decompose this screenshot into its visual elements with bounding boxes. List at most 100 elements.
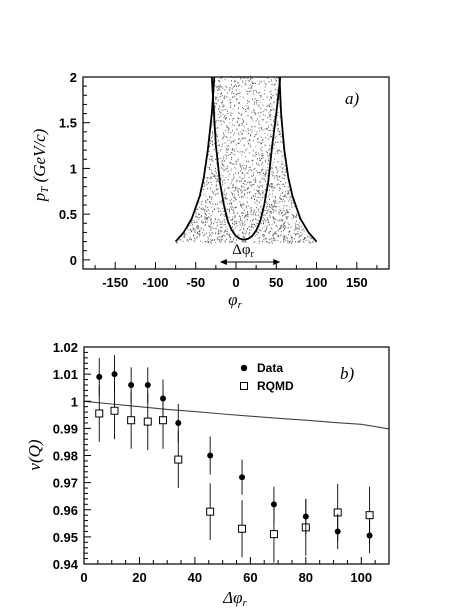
scatter-point: [281, 220, 283, 222]
scatter-point: [256, 100, 258, 102]
scatter-point: [290, 196, 292, 198]
scatter-point: [274, 137, 276, 139]
scatter-point: [206, 214, 208, 216]
scatter-point: [300, 239, 301, 241]
scatter-point: [241, 239, 243, 241]
scatter-point: [303, 230, 305, 232]
scatter-point: [231, 241, 233, 243]
scatter-point: [242, 96, 244, 98]
scatter-point: [293, 215, 295, 217]
scatter-point: [245, 77, 247, 79]
scatter-point: [238, 171, 239, 173]
scatter-point: [209, 167, 210, 169]
scatter-point: [244, 175, 246, 177]
scatter-point: [210, 176, 212, 178]
scatter-point: [262, 162, 264, 164]
panel-label-a: a): [345, 89, 360, 108]
scatter-point: [263, 236, 265, 238]
scatter-point: [212, 210, 214, 212]
scatter-point: [290, 240, 292, 242]
scatter-point: [286, 209, 287, 211]
scatter-point: [241, 133, 243, 136]
scatter-point: [272, 175, 274, 177]
scatter-point: [287, 222, 289, 224]
scatter-point: [239, 102, 240, 104]
scatter-point: [215, 85, 217, 87]
scatter-point: [268, 224, 270, 226]
scatter-point: [289, 230, 291, 232]
scatter-point: [259, 173, 261, 176]
scatter-point: [258, 208, 260, 210]
scatter-point: [262, 138, 264, 140]
scatter-point: [254, 177, 256, 179]
scatter-point: [290, 236, 292, 238]
scatter-point: [275, 239, 277, 241]
scatter-point: [227, 110, 229, 112]
scatter-point: [252, 195, 254, 197]
scatter-point: [287, 193, 289, 195]
scatter-point: [304, 238, 305, 240]
scatter-point: [221, 235, 223, 238]
scatter-point: [236, 85, 238, 87]
scatter-point: [266, 212, 267, 214]
scatter-point: [233, 211, 235, 213]
scatter-point: [244, 83, 246, 85]
scatter-point: [238, 132, 239, 134]
scatter-point: [290, 237, 292, 239]
scatter-point: [196, 227, 198, 229]
scatter-point: [254, 112, 256, 114]
scatter-point: [264, 132, 266, 134]
scatter-point: [218, 210, 220, 212]
scatter-point: [271, 173, 273, 175]
scatter-point: [217, 175, 219, 177]
scatter-point: [176, 242, 178, 244]
scatter-point: [207, 198, 209, 201]
scatter-point: [273, 77, 275, 79]
scatter-point: [212, 203, 214, 205]
scatter-point: [212, 135, 214, 137]
scatter-point: [242, 137, 244, 139]
scatter-point: [207, 217, 209, 219]
scatter-point: [229, 106, 231, 108]
scatter-point: [226, 208, 228, 210]
scatter-point: [190, 229, 192, 231]
scatter-point: [247, 140, 249, 142]
data-point: [302, 513, 309, 520]
scatter-point: [265, 150, 267, 153]
scatter-point: [239, 176, 241, 178]
scatter-point: [270, 119, 272, 121]
scatter-point: [276, 175, 278, 177]
scatter-point: [205, 202, 207, 204]
scatter-point: [240, 180, 242, 182]
scatter-point: [224, 241, 226, 243]
scatter-point: [285, 213, 286, 215]
scatter-point: [303, 238, 305, 240]
scatter-point: [226, 96, 228, 98]
scatter-point: [212, 131, 213, 133]
scatter-point: [221, 226, 223, 228]
scatter-point: [212, 233, 214, 235]
scatter-point: [264, 218, 266, 220]
scatter-point: [271, 183, 273, 186]
scatter-point: [238, 93, 240, 95]
scatter-point: [253, 184, 255, 186]
scatter-point: [222, 168, 224, 170]
scatter-point: [232, 124, 234, 126]
scatter-point: [216, 103, 218, 105]
rqmd-point: [174, 455, 183, 464]
scatter-point: [274, 195, 276, 198]
scatter-point: [245, 207, 247, 209]
scatter-point: [257, 192, 259, 195]
scatter-point: [284, 174, 286, 176]
x-tick-label-a: 0: [232, 275, 239, 290]
scatter-point: [261, 192, 263, 194]
scatter-point: [269, 214, 271, 216]
scatter-point: [250, 78, 252, 80]
scatter-point: [205, 221, 207, 223]
scatter-point: [261, 170, 263, 172]
scatter-point: [284, 226, 286, 228]
y-axis-label-b: v(Q): [25, 439, 44, 470]
scatter-point: [265, 169, 267, 171]
scatter-point: [234, 222, 236, 224]
scatter-point: [263, 214, 265, 216]
